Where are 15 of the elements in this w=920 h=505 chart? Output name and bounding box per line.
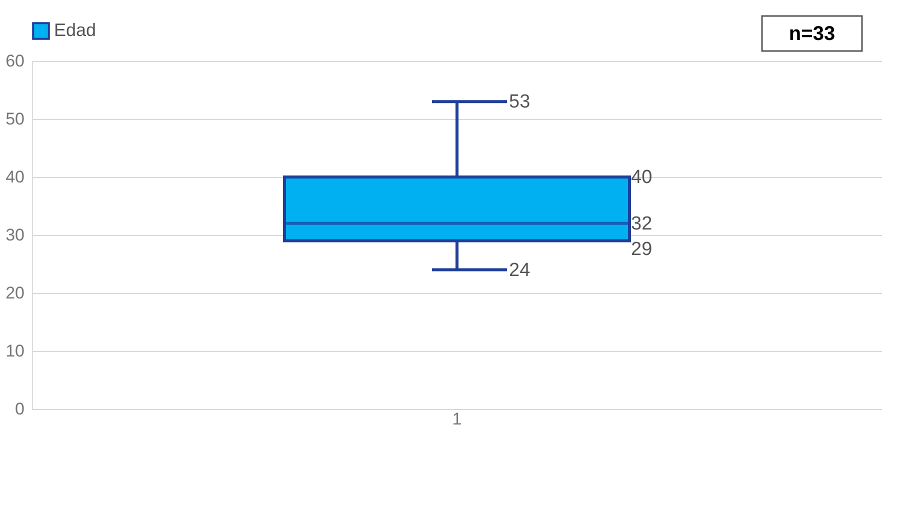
legend-label: Edad	[54, 20, 96, 40]
annotation: 24	[509, 260, 531, 281]
y-tick-label: 0	[15, 400, 24, 418]
annotation: 32	[631, 213, 652, 234]
y-tick-label: 10	[6, 342, 24, 360]
text: n=33	[788, 23, 836, 45]
y-tick-label: 50	[6, 110, 24, 128]
annotation: 29	[631, 238, 652, 260]
annotation: 40	[631, 167, 652, 188]
y-tick-label: 40	[6, 168, 24, 186]
y-tick-label: 60	[6, 52, 24, 70]
y-tick-label: 20	[6, 284, 24, 302]
x-tick-label: 1	[452, 410, 462, 428]
y-tick-label: 30	[6, 226, 24, 244]
annotation: 53	[509, 92, 530, 113]
